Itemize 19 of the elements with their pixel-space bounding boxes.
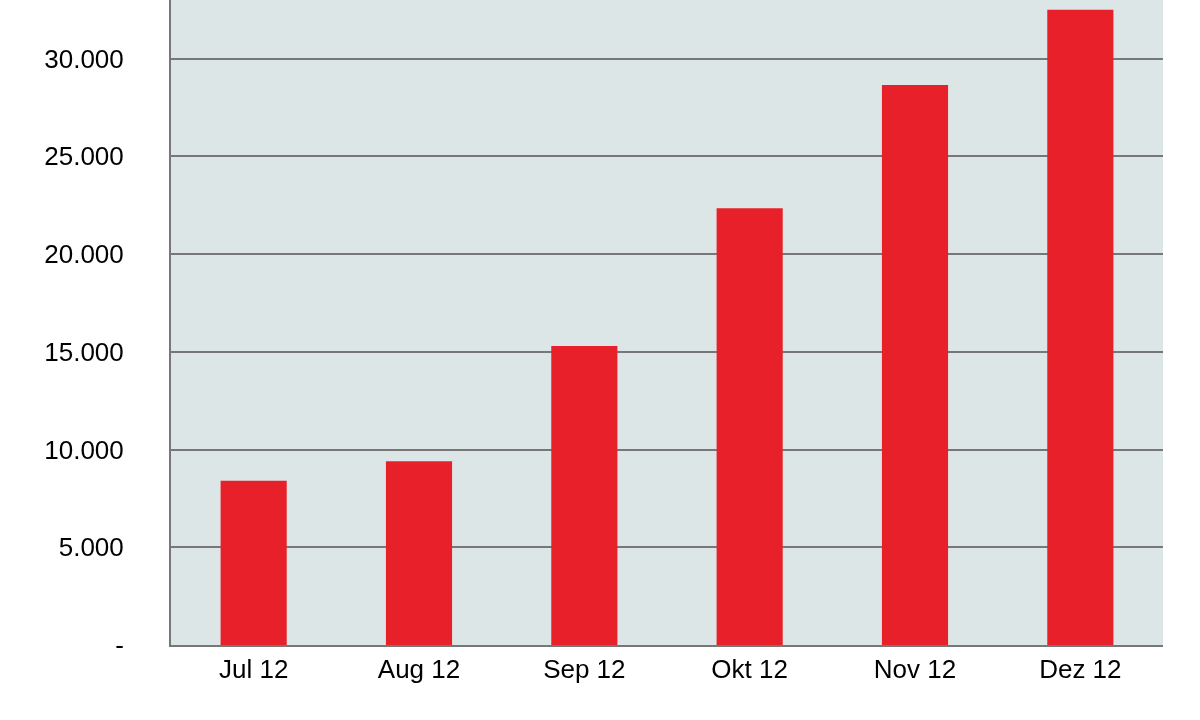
y-tick-label: 25.000 <box>44 141 124 172</box>
bar <box>881 85 949 645</box>
x-tick-label: Aug 12 <box>377 654 461 685</box>
x-tick-label: Dez 12 <box>1039 654 1122 685</box>
y-tick-label: - <box>115 630 124 661</box>
bar <box>1047 9 1114 645</box>
bar <box>385 461 453 645</box>
y-tick-label: 20.000 <box>44 239 124 270</box>
bar <box>220 480 287 645</box>
x-tick-label: Nov 12 <box>873 654 957 685</box>
x-tick-label: Jul 12 <box>218 654 289 685</box>
bar <box>551 345 618 645</box>
y-tick-label: 5.000 <box>58 532 124 563</box>
y-tick-label: 10.000 <box>44 434 124 465</box>
y-tick-label: 30.000 <box>44 43 124 74</box>
x-tick-label: Sep 12 <box>543 654 626 685</box>
y-tick-label: 15.000 <box>44 336 124 367</box>
bar <box>716 208 783 645</box>
x-tick-label: Okt 12 <box>711 654 788 685</box>
